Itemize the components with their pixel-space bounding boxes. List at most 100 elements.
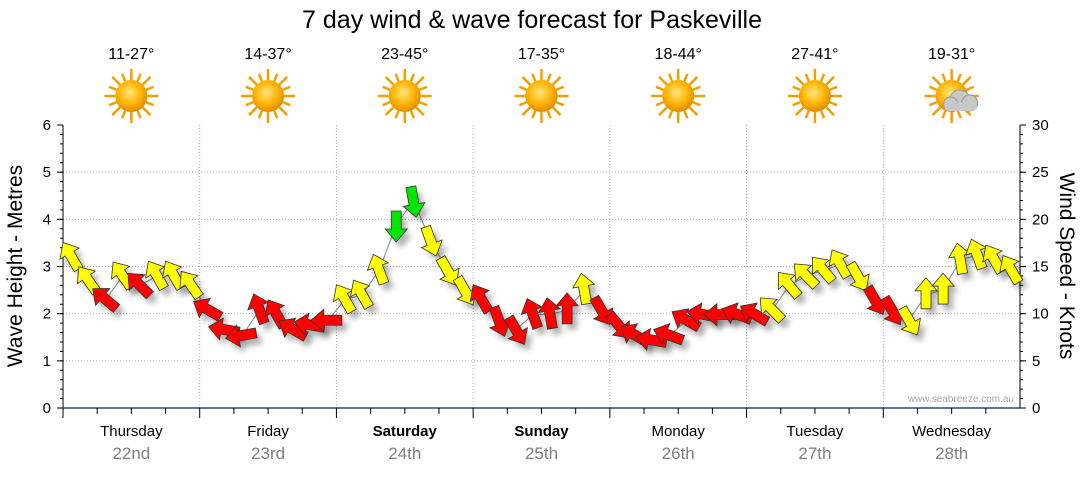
sun-disc: [388, 80, 421, 112]
wind-arrow: [793, 263, 821, 290]
sun-ray: [819, 110, 826, 119]
y-tick-label-left: 0: [43, 400, 51, 417]
sun-ray: [825, 76, 835, 86]
sun-ray: [956, 110, 962, 119]
sun-disc: [115, 80, 148, 112]
sun-ray: [273, 110, 279, 119]
wind-arrow: [420, 224, 443, 257]
date-label: 25th: [525, 444, 558, 463]
sun-ray: [394, 73, 400, 82]
sun-ray: [688, 76, 699, 86]
sun-ray: [683, 110, 689, 119]
sun-ray: [546, 73, 552, 82]
sun-ray: [928, 85, 938, 92]
wind-arrow: [435, 255, 460, 286]
temperature-range: 17-35°: [518, 46, 565, 63]
sun-ray: [111, 76, 121, 86]
sun-ray: [382, 100, 391, 107]
sun-ray: [667, 73, 674, 82]
sun-ray: [257, 73, 264, 82]
wind-arrow: [384, 210, 409, 243]
sun-ray: [382, 85, 391, 92]
sun-ray: [518, 100, 528, 107]
wind-arrow: [92, 288, 121, 313]
y-tick-label-left: 6: [43, 117, 51, 134]
y-tick-label-right: 0: [1032, 400, 1040, 417]
sun-ray: [546, 110, 552, 119]
y-tick-label-right: 20: [1032, 211, 1049, 228]
cloud-icon: [943, 89, 979, 112]
sun-ray: [245, 85, 254, 92]
sun-ray: [655, 85, 664, 92]
day-label: Friday: [247, 423, 289, 440]
partly-cloudy-icon: [924, 69, 979, 123]
sun-ray: [692, 85, 701, 92]
sun-ray: [111, 106, 121, 116]
y-tick-label-left: 2: [43, 306, 51, 323]
sun-ray: [804, 73, 810, 82]
wind-arrow: [739, 302, 771, 327]
sun-disc: [662, 80, 695, 112]
sunny-icon: [104, 69, 159, 123]
sun-ray: [136, 73, 142, 82]
wind-arrow: [293, 312, 326, 337]
wind-arrow: [812, 256, 837, 285]
sunny-icon: [651, 69, 706, 123]
sun-ray: [141, 106, 152, 116]
wind-arrow: [537, 297, 562, 330]
sunny-icon: [241, 69, 296, 123]
wind-arrow: [571, 272, 596, 306]
wind-arrow: [162, 260, 186, 292]
wind-arrow: [931, 272, 955, 305]
sun-ray: [531, 73, 537, 82]
wind-arrow: [759, 297, 787, 324]
day-label: Tuesday: [786, 423, 843, 440]
wind-arrow: [777, 271, 803, 300]
sun-ray: [667, 110, 674, 119]
sun-ray: [551, 76, 562, 86]
sunny-icon: [787, 69, 842, 123]
sun-ray: [655, 100, 664, 107]
y-tick-label-right: 25: [1032, 164, 1049, 181]
date-label: 22nd: [112, 444, 150, 463]
wind-arrow: [555, 292, 579, 325]
sun-ray: [121, 110, 127, 119]
wind-arrow: [520, 298, 543, 330]
wind-arrow: [366, 253, 390, 286]
sun-ray: [409, 110, 416, 119]
sunny-icon: [377, 69, 432, 123]
chart-title: 7 day wind & wave forecast for Paskevill…: [302, 6, 762, 34]
y-tick-label-right: 10: [1032, 306, 1049, 323]
sun-ray: [278, 76, 289, 86]
sun-ray: [931, 106, 942, 116]
sun-ray: [282, 100, 291, 107]
date-label: 27th: [798, 444, 831, 463]
y-tick-label-right: 5: [1032, 353, 1040, 370]
sun-ray: [531, 110, 537, 119]
sun-ray: [829, 100, 838, 107]
temperature-range: 19-31°: [928, 46, 975, 63]
wind-arrow: [914, 277, 938, 310]
temperature-range: 18-44°: [655, 46, 702, 63]
sun-ray: [521, 106, 532, 116]
sun-ray: [141, 76, 152, 86]
sun-ray: [804, 110, 810, 119]
date-label: 28th: [935, 444, 968, 463]
sun-ray: [384, 76, 395, 86]
sun-ray: [819, 73, 826, 82]
wind-arrow: [503, 314, 528, 345]
sun-ray: [692, 100, 701, 107]
sun-ray: [965, 85, 975, 92]
sun-ray: [248, 76, 258, 86]
day-label: Thursday: [100, 423, 163, 440]
wind-arrow: [402, 185, 426, 218]
sun-ray: [555, 100, 565, 107]
sun-ray: [409, 73, 416, 82]
day-label: Sunday: [514, 423, 569, 440]
wind-arrow: [982, 244, 1007, 276]
y-tick-label-left: 4: [43, 211, 51, 228]
wind-arrow: [127, 272, 154, 300]
day-label: Wednesday: [912, 423, 991, 440]
wind-arrow: [653, 322, 686, 346]
sun-ray: [419, 100, 428, 107]
